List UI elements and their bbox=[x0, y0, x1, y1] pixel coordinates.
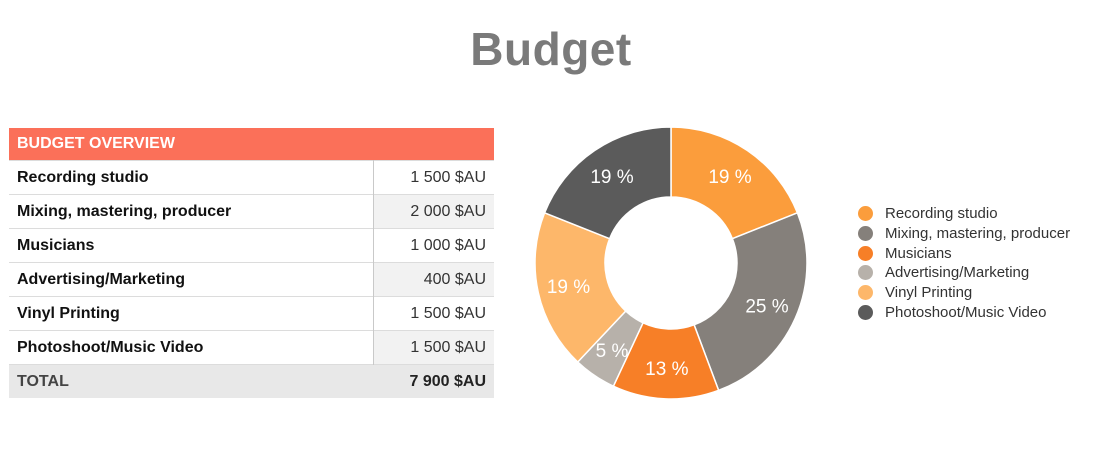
row-value: 1 500 $AU bbox=[373, 160, 495, 195]
legend-item: Musicians bbox=[858, 243, 1070, 263]
row-value: 400 $AU bbox=[373, 262, 495, 297]
budget-table: BUDGET OVERVIEW Recording studio 1 500 $… bbox=[9, 128, 495, 398]
row-label: Vinyl Printing bbox=[9, 296, 374, 331]
donut-slice bbox=[534, 211, 627, 364]
legend-swatch bbox=[858, 206, 873, 222]
legend-item: Advertising/Marketing bbox=[858, 263, 1070, 283]
legend-label: Musicians bbox=[885, 244, 952, 262]
slice-label: 25 % bbox=[745, 297, 788, 318]
table-row: Mixing, mastering, producer 2 000 $AU bbox=[9, 194, 495, 229]
legend-swatch bbox=[858, 304, 873, 320]
legend-label: Photoshoot/Music Video bbox=[885, 303, 1047, 321]
row-label: Photoshoot/Music Video bbox=[9, 330, 374, 365]
legend-label: Recording studio bbox=[885, 205, 998, 223]
row-value: 1 500 $AU bbox=[373, 330, 495, 365]
table-row: Advertising/Marketing 400 $AU bbox=[9, 262, 495, 297]
total-value: 7 900 $AU bbox=[373, 364, 495, 398]
row-label: Advertising/Marketing bbox=[9, 262, 374, 297]
legend-swatch bbox=[858, 245, 873, 261]
donut-slice bbox=[670, 126, 799, 240]
row-label: Musicians bbox=[9, 228, 374, 263]
legend-swatch bbox=[858, 265, 873, 281]
slice-label: 13 % bbox=[645, 359, 688, 380]
table-total-row: TOTAL 7 900 $AU bbox=[9, 364, 495, 398]
legend-swatch bbox=[858, 285, 873, 301]
total-label: TOTAL bbox=[9, 364, 373, 398]
legend-label: Mixing, mastering, producer bbox=[885, 225, 1071, 243]
legend-item: Mixing, mastering, producer bbox=[858, 224, 1070, 244]
row-label: Recording studio bbox=[9, 160, 374, 195]
table-row: Photoshoot/Music Video 1 500 $AU bbox=[9, 330, 495, 365]
legend-item: Vinyl Printing bbox=[858, 283, 1070, 303]
table-header: BUDGET OVERVIEW bbox=[9, 128, 495, 161]
donut-slice bbox=[693, 211, 808, 392]
table-row: Recording studio 1 500 $AU bbox=[9, 160, 495, 195]
legend-swatch bbox=[858, 226, 873, 242]
slice-label: 19 % bbox=[708, 167, 751, 188]
legend-item: Recording studio bbox=[858, 204, 1070, 224]
row-label: Mixing, mastering, producer bbox=[9, 194, 374, 229]
donut-slice bbox=[543, 126, 672, 240]
slice-label: 19 % bbox=[547, 277, 590, 298]
slice-label: 5 % bbox=[596, 341, 629, 362]
page-title: Budget bbox=[470, 23, 632, 75]
table-row: Musicians 1 000 $AU bbox=[9, 228, 495, 263]
chart-legend: Recording studio Mixing, mastering, produ… bbox=[858, 204, 1070, 322]
row-value: 1 500 $AU bbox=[373, 296, 495, 331]
row-value: 2 000 $AU bbox=[373, 194, 495, 229]
row-value: 1 000 $AU bbox=[373, 228, 495, 263]
table-row: Vinyl Printing 1 500 $AU bbox=[9, 296, 495, 331]
legend-item: Photoshoot/Music Video bbox=[858, 302, 1070, 322]
legend-label: Advertising/Marketing bbox=[885, 264, 1030, 282]
donut-chart: 19 % 25 % 13 % 5 % 19 % 19 % bbox=[534, 126, 808, 400]
slice-label: 19 % bbox=[590, 167, 633, 188]
legend-label: Vinyl Printing bbox=[885, 284, 973, 302]
